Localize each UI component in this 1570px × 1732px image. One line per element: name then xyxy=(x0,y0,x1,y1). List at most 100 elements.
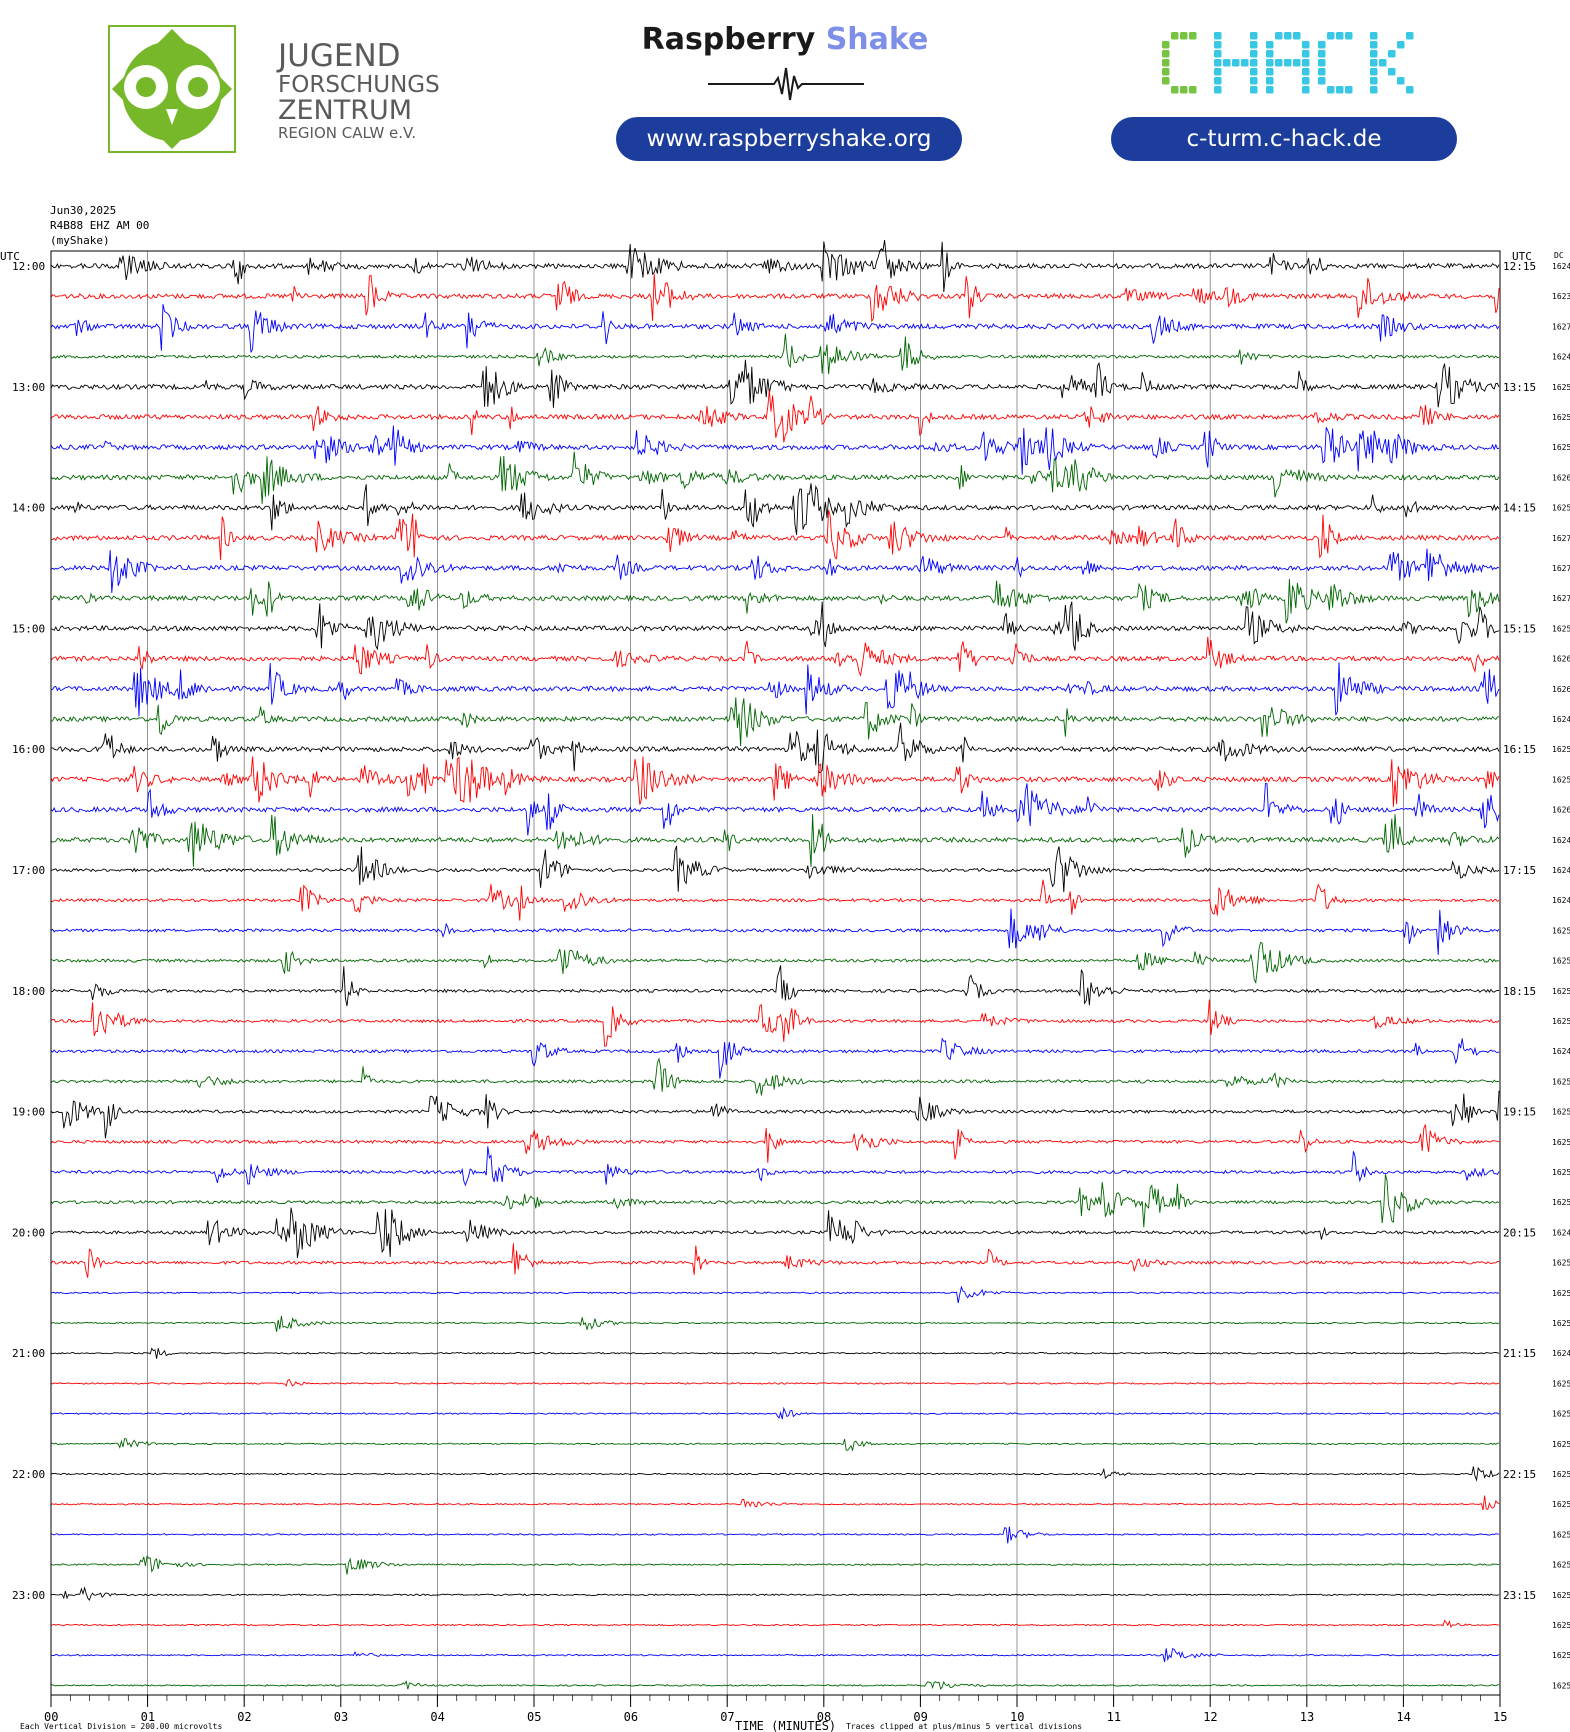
chack-dot xyxy=(1318,68,1326,76)
chack-dot xyxy=(1302,59,1310,67)
plot-network: (myShake) xyxy=(50,234,110,247)
dc-value: 16252 xyxy=(1552,383,1570,392)
seismic-trace-26 xyxy=(50,1037,1500,1079)
dc-value: 16262 xyxy=(1552,806,1570,815)
chack-dot xyxy=(1162,59,1170,67)
chack-dot xyxy=(1284,59,1292,67)
right-hour-label: 21:15 xyxy=(1503,1347,1536,1360)
dc-value: 16256 xyxy=(1552,775,1570,784)
chack-dot xyxy=(1180,86,1188,94)
x-tick-label: 12 xyxy=(1203,1710,1217,1724)
chack-dot xyxy=(1162,77,1170,85)
chack-dot xyxy=(1162,50,1170,58)
right-hour-label: 15:15 xyxy=(1503,622,1536,635)
raspberryshake-url-pill[interactable]: www.raspberryshake.org xyxy=(616,117,962,161)
chack-dot xyxy=(1388,68,1396,76)
chack-dot xyxy=(1302,50,1310,58)
dc-value: 16264 xyxy=(1552,473,1570,482)
x-tick-label: 10 xyxy=(1010,1710,1024,1724)
chack-dot xyxy=(1397,41,1405,49)
seismic-trace-27 xyxy=(50,1057,1500,1096)
chack-dot xyxy=(1266,86,1274,94)
chack-dot xyxy=(1171,86,1179,94)
left-hour-label: 17:00 xyxy=(12,864,45,877)
dc-value: 16254 xyxy=(1552,1108,1570,1117)
chack-dot xyxy=(1162,68,1170,76)
jfz-line-1: JUGEND xyxy=(278,38,401,74)
footer-scale-note: Each Vertical Division = 200.00 microvol… xyxy=(20,1722,222,1731)
left-hour-label: 22:00 xyxy=(12,1468,45,1481)
seismic-trace-40 xyxy=(50,1466,1500,1482)
right-hour-label: 14:15 xyxy=(1503,502,1536,515)
seismic-trace-13 xyxy=(50,636,1500,677)
chack-dot xyxy=(1266,77,1274,85)
seismic-trace-2 xyxy=(50,304,1500,353)
chack-dot xyxy=(1241,59,1249,67)
chack-dot xyxy=(1370,77,1378,85)
plot-frame xyxy=(50,250,1501,1696)
seismic-trace-22 xyxy=(50,908,1500,955)
x-tick-label: 13 xyxy=(1300,1710,1314,1724)
dc-value: 16257 xyxy=(1552,504,1570,513)
chack-dot xyxy=(1327,86,1335,94)
seismic-trace-3 xyxy=(50,333,1500,375)
dc-value: 16264 xyxy=(1552,655,1570,664)
owl-icon xyxy=(108,25,236,153)
chack-dot xyxy=(1266,59,1274,67)
chack-dot xyxy=(1284,32,1292,40)
chack-dot xyxy=(1302,41,1310,49)
chack-dot xyxy=(1250,59,1258,67)
seismic-trace-46 xyxy=(50,1647,1500,1662)
dc-value: 16253 xyxy=(1552,1138,1570,1147)
x-tick-label: 03 xyxy=(334,1710,348,1724)
dc-value: 16255 xyxy=(1552,1470,1570,1479)
seismic-trace-18 xyxy=(50,783,1500,836)
seismic-trace-1 xyxy=(50,273,1500,323)
chack-dot xyxy=(1171,32,1179,40)
seismic-trace-35 xyxy=(50,1315,1500,1332)
left-hour-label: 19:00 xyxy=(12,1106,45,1119)
dc-value: 16250 xyxy=(1552,1289,1570,1298)
left-hour-label: 12:00 xyxy=(12,260,45,273)
chack-dot xyxy=(1302,77,1310,85)
chack-dot xyxy=(1214,86,1222,94)
chack-dot xyxy=(1370,32,1378,40)
dc-value: 16253 xyxy=(1552,987,1570,996)
dc-value: 16256 xyxy=(1552,1319,1570,1328)
seismic-trace-19 xyxy=(50,814,1500,868)
chack-dot xyxy=(1232,59,1240,67)
dc-value: 16273 xyxy=(1552,534,1570,543)
chack-dot xyxy=(1293,59,1301,67)
chack-dot xyxy=(1336,86,1344,94)
dc-value: 16255 xyxy=(1552,926,1570,935)
x-tick-label: 07 xyxy=(720,1710,734,1724)
chack-dot xyxy=(1180,32,1188,40)
dc-value: 16259 xyxy=(1552,745,1570,754)
dc-value: 16247 xyxy=(1552,896,1570,905)
right-utc-label: UTC xyxy=(1512,250,1532,263)
x-tick-label: 01 xyxy=(141,1710,155,1724)
seismic-trace-12 xyxy=(50,601,1500,651)
seismic-trace-30 xyxy=(50,1146,1500,1187)
seismic-trace-42 xyxy=(50,1526,1500,1544)
dc-value: 16254 xyxy=(1552,1530,1570,1539)
chack-dot xyxy=(1397,77,1405,85)
dc-value: 16255 xyxy=(1552,1591,1570,1600)
dc-value: 16252 xyxy=(1552,1440,1570,1449)
chack-dot xyxy=(1250,50,1258,58)
chack-logo xyxy=(1162,32,1414,94)
x-tick-label: 02 xyxy=(237,1710,251,1724)
seismic-trace-41 xyxy=(50,1495,1500,1511)
x-tick-label: 09 xyxy=(913,1710,927,1724)
seismic-trace-5 xyxy=(50,390,1500,443)
dc-value: 16243 xyxy=(1552,715,1570,724)
chack-url-pill[interactable]: c-turm.c-hack.de xyxy=(1111,117,1457,161)
right-hour-label: 12:15 xyxy=(1503,260,1536,273)
chack-dot xyxy=(1266,41,1274,49)
chack-dot xyxy=(1250,68,1258,76)
chack-dot xyxy=(1214,59,1222,67)
chack-dot xyxy=(1275,32,1283,40)
x-tick-label: 15 xyxy=(1493,1710,1507,1724)
